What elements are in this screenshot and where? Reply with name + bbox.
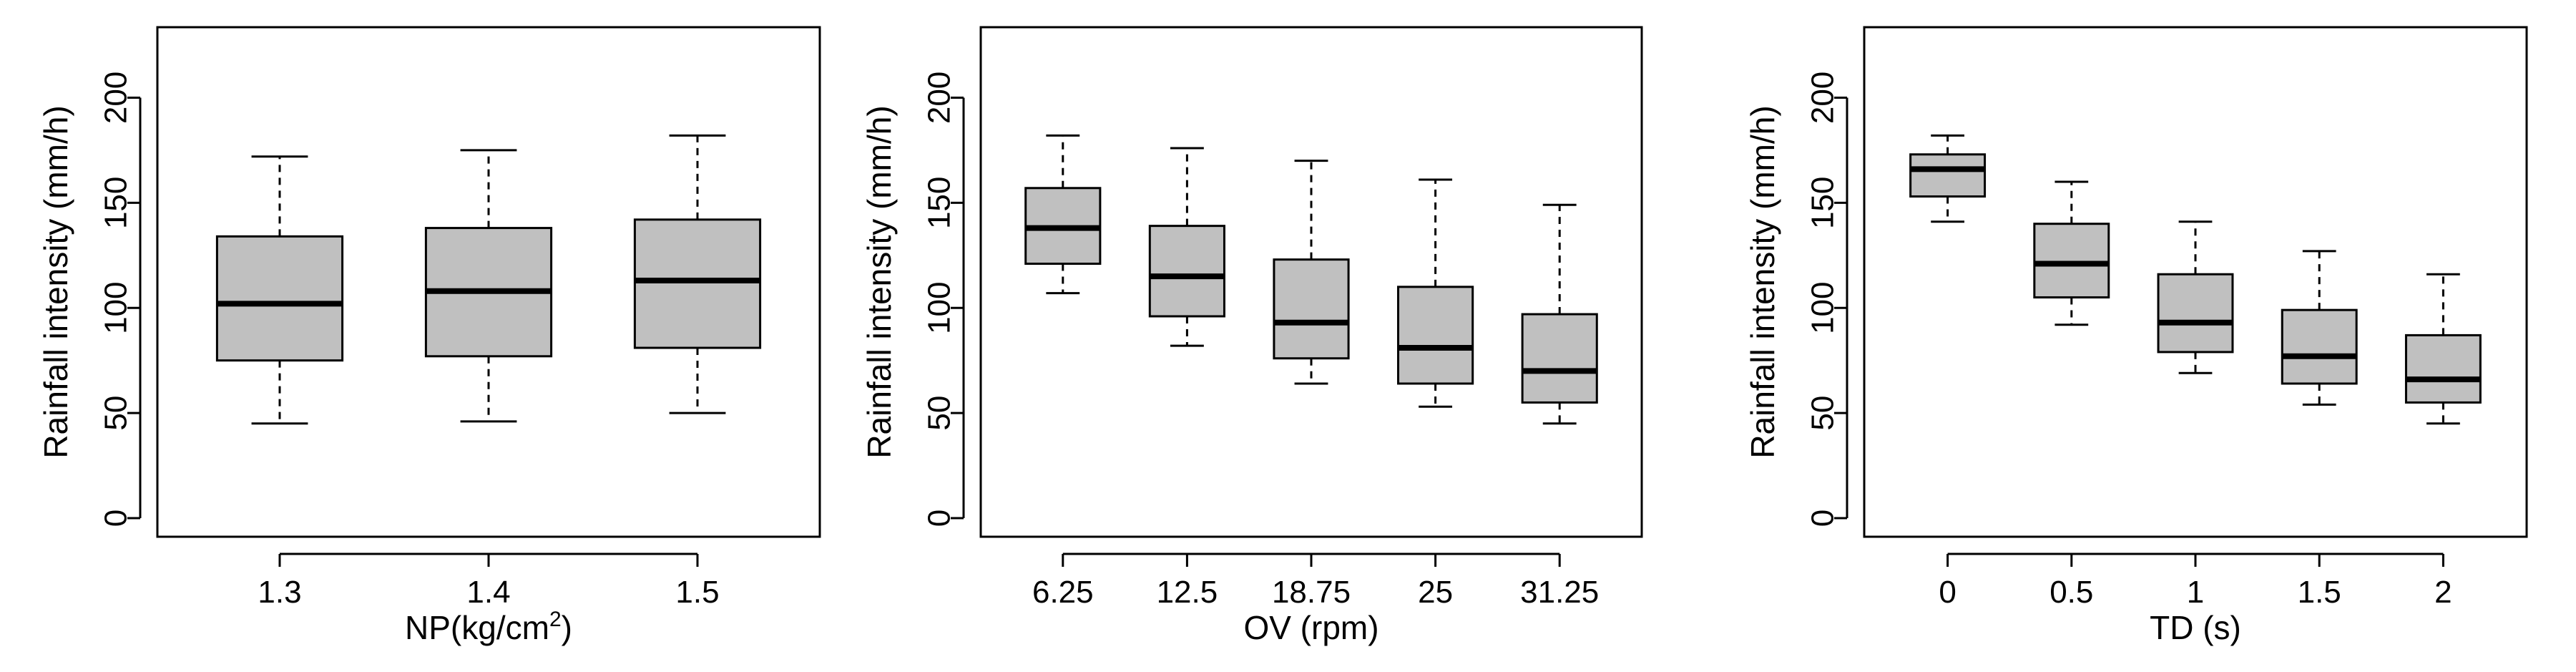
panel-ov-x-axis: 6.25 12.5 18.75 25 31.25 — [1032, 552, 1599, 610]
y-tick-label: 0 — [1806, 510, 1841, 527]
box-iqr — [1909, 153, 1987, 198]
box-iqr — [1521, 313, 1598, 404]
x-tick-label: 18.75 — [1272, 575, 1351, 610]
box-iqr — [1148, 225, 1225, 318]
y-tick-label: 50 — [99, 396, 134, 431]
panel-np-x-title: NP(kg/cm2) — [405, 608, 572, 646]
panel-np-y-axis: 0 50 100 150 200 — [99, 72, 142, 527]
panel-ov: 0 50 100 150 200 6.25 12.5 18.75 25 31.25 Rainfa… — [861, 26, 1643, 646]
x-tick-label: 0 — [1939, 575, 1956, 610]
box-iqr — [1397, 286, 1474, 385]
panel-ov-y-axis: 0 50 100 150 200 — [922, 72, 965, 527]
panel-ov-frame — [979, 26, 1643, 538]
box-iqr — [2404, 333, 2482, 404]
y-tick-label: 100 — [99, 282, 134, 334]
y-tick-label: 150 — [1806, 177, 1841, 229]
x-tick-label: 1.5 — [675, 575, 719, 610]
panel-ov-boxes — [1024, 134, 1598, 425]
y-tick-label: 100 — [922, 282, 957, 334]
y-tick-label: 200 — [99, 72, 134, 124]
y-tick-label: 0 — [99, 510, 134, 527]
x-tick-label: 12.5 — [1157, 575, 1218, 610]
box-iqr — [1273, 258, 1350, 360]
y-tick-label: 50 — [1806, 396, 1841, 431]
y-tick-label: 150 — [922, 177, 957, 229]
box-iqr — [2033, 223, 2110, 299]
x-tick-label: 1.5 — [2298, 575, 2341, 610]
box-iqr — [2281, 308, 2358, 385]
panel-td-frame — [1863, 26, 2528, 538]
box-iqr — [2157, 273, 2234, 354]
x-tick-label: 2 — [2434, 575, 2452, 610]
x-tick-label: 1 — [2187, 575, 2204, 610]
panel-np-y-title: Rainfall intensity (mm/h) — [37, 105, 74, 458]
x-tick-label: 1.4 — [466, 575, 510, 610]
panel-td-x-axis: 0 0.5 1 1.5 2 — [1939, 552, 2452, 610]
box-iqr — [633, 218, 762, 349]
panel-np-x-axis: 1.3 1.4 1.5 — [258, 552, 720, 610]
x-tick-label: 25 — [1418, 575, 1453, 610]
panel-td-y-axis: 0 50 100 150 200 — [1806, 72, 1848, 527]
panel-td-x-title: TD (s) — [2150, 609, 2241, 646]
panel-np: 0 50 100 150 200 1.3 1.4 1.5 Rainfall intensit… — [37, 26, 821, 646]
y-tick-label: 50 — [922, 396, 957, 431]
x-tick-label: 0.5 — [2049, 575, 2093, 610]
panel-ov-y-title: Rainfall intensity (mm/h) — [861, 105, 898, 458]
panel-np-boxes — [215, 134, 762, 425]
panel-np-frame — [156, 26, 821, 538]
panel-td: 0 50 100 150 200 0 0.5 1 1.5 2 Rainfall intensit… — [1744, 26, 2528, 646]
panel-td-y-title: Rainfall intensity (mm/h) — [1744, 105, 1781, 458]
y-tick-label: 100 — [1806, 282, 1841, 334]
y-tick-label: 150 — [99, 177, 134, 229]
x-tick-label: 1.3 — [258, 575, 301, 610]
y-tick-label: 0 — [922, 510, 957, 527]
x-tick-label: 31.25 — [1520, 575, 1599, 610]
panel-ov-x-title: OV (rpm) — [1243, 609, 1378, 646]
box-iqr — [215, 235, 344, 362]
y-tick-label: 200 — [1806, 72, 1841, 124]
y-tick-label: 200 — [922, 72, 957, 124]
x-tick-label: 6.25 — [1032, 575, 1094, 610]
panel-td-boxes — [1909, 134, 2482, 425]
